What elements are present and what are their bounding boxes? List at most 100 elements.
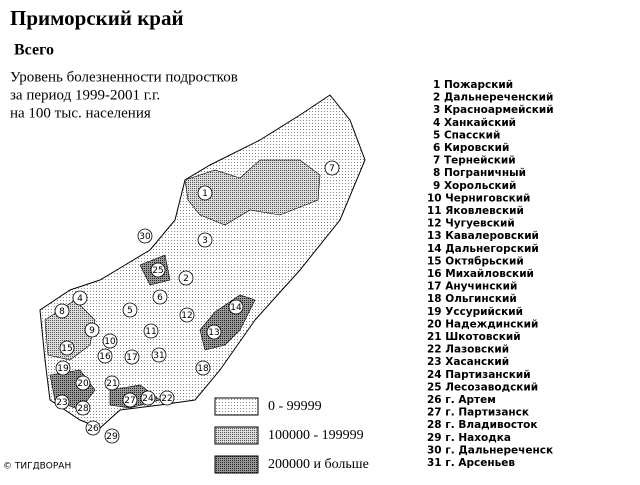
district-marker xyxy=(75,400,91,416)
legend-label: 200000 и больше xyxy=(268,457,369,472)
district-marker xyxy=(97,348,113,364)
district-number: 3 xyxy=(202,236,208,246)
district-item: 25 Лесозаводский xyxy=(427,381,538,393)
district-marker xyxy=(178,270,194,286)
district-item: 18 Ольгинский xyxy=(427,293,517,305)
district-item: 5 Спасский xyxy=(433,129,500,141)
district-item: 3 Красноармейский xyxy=(433,104,554,116)
legend-swatch xyxy=(214,455,259,474)
copyright: © ТИГДВОРАН xyxy=(3,462,71,472)
district-marker xyxy=(206,324,222,340)
district-marker xyxy=(324,160,340,176)
district-item: 15 Октябрьский xyxy=(427,255,524,267)
district-number: 9 xyxy=(89,326,95,336)
district-item: 2 Дальнереченский xyxy=(433,92,553,104)
district-number: 1 xyxy=(202,189,208,199)
district-item: 30 г. Дальнереченск xyxy=(427,444,553,456)
district-marker xyxy=(195,360,211,376)
district-marker xyxy=(72,290,88,306)
district-number: 27 xyxy=(124,396,135,406)
district-number: 5 xyxy=(127,306,133,316)
district-item: 14 Дальнегорский xyxy=(427,243,539,255)
district-marker xyxy=(143,323,159,339)
district-number: 14 xyxy=(230,303,242,313)
district-number: 30 xyxy=(139,232,151,242)
district-marker xyxy=(84,322,100,338)
district-marker xyxy=(55,360,71,376)
legend-swatch xyxy=(214,426,259,445)
district-number: 20 xyxy=(77,379,89,389)
district-marker xyxy=(54,303,70,319)
district-item: 6 Кировский xyxy=(433,142,509,154)
legend-swatch xyxy=(214,397,259,416)
district-item: 9 Хорольский xyxy=(433,180,516,192)
district-number: 21 xyxy=(106,379,117,389)
district-number: 17 xyxy=(126,353,137,363)
district-number: 29 xyxy=(106,432,118,442)
district-marker xyxy=(75,375,91,391)
district-item: 7 Тернейский xyxy=(433,155,516,167)
subtitle: Всего xyxy=(14,42,54,59)
district-number: 6 xyxy=(157,293,163,303)
district-marker xyxy=(54,394,70,410)
district-marker xyxy=(104,428,120,444)
district-number: 15 xyxy=(61,344,72,354)
description-line: за период 1999-2001 г.г. xyxy=(10,87,160,103)
district-item: 20 Надеждинский xyxy=(427,318,538,330)
district-marker xyxy=(151,347,167,363)
district-item: 12 Чугуевский xyxy=(427,218,515,230)
district-item: 4 Ханкайский xyxy=(433,117,516,129)
district-number: 11 xyxy=(145,327,156,337)
district-number: 13 xyxy=(208,328,219,338)
district-item: 17 Анучинский xyxy=(427,281,517,293)
description-line: на 100 тыс. населения xyxy=(10,105,151,121)
district-number: 22 xyxy=(161,394,172,404)
district-marker xyxy=(85,420,101,436)
district-number: 2 xyxy=(183,274,189,284)
district-number: 23 xyxy=(56,398,67,408)
district-number: 8 xyxy=(59,307,65,317)
map xyxy=(39,94,366,429)
district-number: 10 xyxy=(104,337,116,347)
district-number: 18 xyxy=(197,364,209,374)
district-number: 28 xyxy=(77,404,89,414)
district-number: 31 xyxy=(153,351,164,361)
district-marker xyxy=(152,289,168,305)
district-item: 21 Шкотовский xyxy=(427,331,521,343)
district-item: 22 Лазовский xyxy=(427,344,509,356)
district-number: 12 xyxy=(181,311,192,321)
district-marker xyxy=(122,392,138,408)
district-marker xyxy=(140,390,156,406)
district-marker xyxy=(197,185,213,201)
district-item: 23 Хасанский xyxy=(427,356,509,368)
district-marker xyxy=(179,307,195,323)
district-marker xyxy=(150,262,166,278)
district-item: 16 Михайловский xyxy=(427,268,534,280)
legend-label: 0 - 99999 xyxy=(268,399,322,414)
district-marker xyxy=(124,349,140,365)
district-item: 19 Уссурийский xyxy=(427,306,523,318)
district-number: 19 xyxy=(57,364,69,374)
district-marker xyxy=(159,390,175,406)
district-marker xyxy=(197,232,213,248)
district-item: 8 Пограничный xyxy=(433,167,526,179)
district-item: 26 г. Артем xyxy=(427,394,496,406)
district-marker xyxy=(59,340,75,356)
district-marker xyxy=(104,375,120,391)
district-number: 4 xyxy=(77,294,83,304)
district-item: 24 Партизанский xyxy=(427,369,531,381)
district-marker xyxy=(137,228,153,244)
legend-label: 100000 - 199999 xyxy=(268,428,364,443)
district-number: 16 xyxy=(99,352,111,362)
district-item: 11 Яковлевский xyxy=(427,205,524,217)
district-number: 24 xyxy=(142,394,154,404)
district-number: 26 xyxy=(87,424,99,434)
district-marker xyxy=(102,333,118,349)
district-number: 25 xyxy=(152,266,163,276)
district-item: 29 г. Находка xyxy=(427,432,511,444)
district-item: 28 г. Владивосток xyxy=(427,419,538,431)
district-item: 27 г. Партизанск xyxy=(427,407,529,419)
district-number: 7 xyxy=(329,164,335,174)
district-item: 31 г. Арсеньев xyxy=(427,457,515,469)
